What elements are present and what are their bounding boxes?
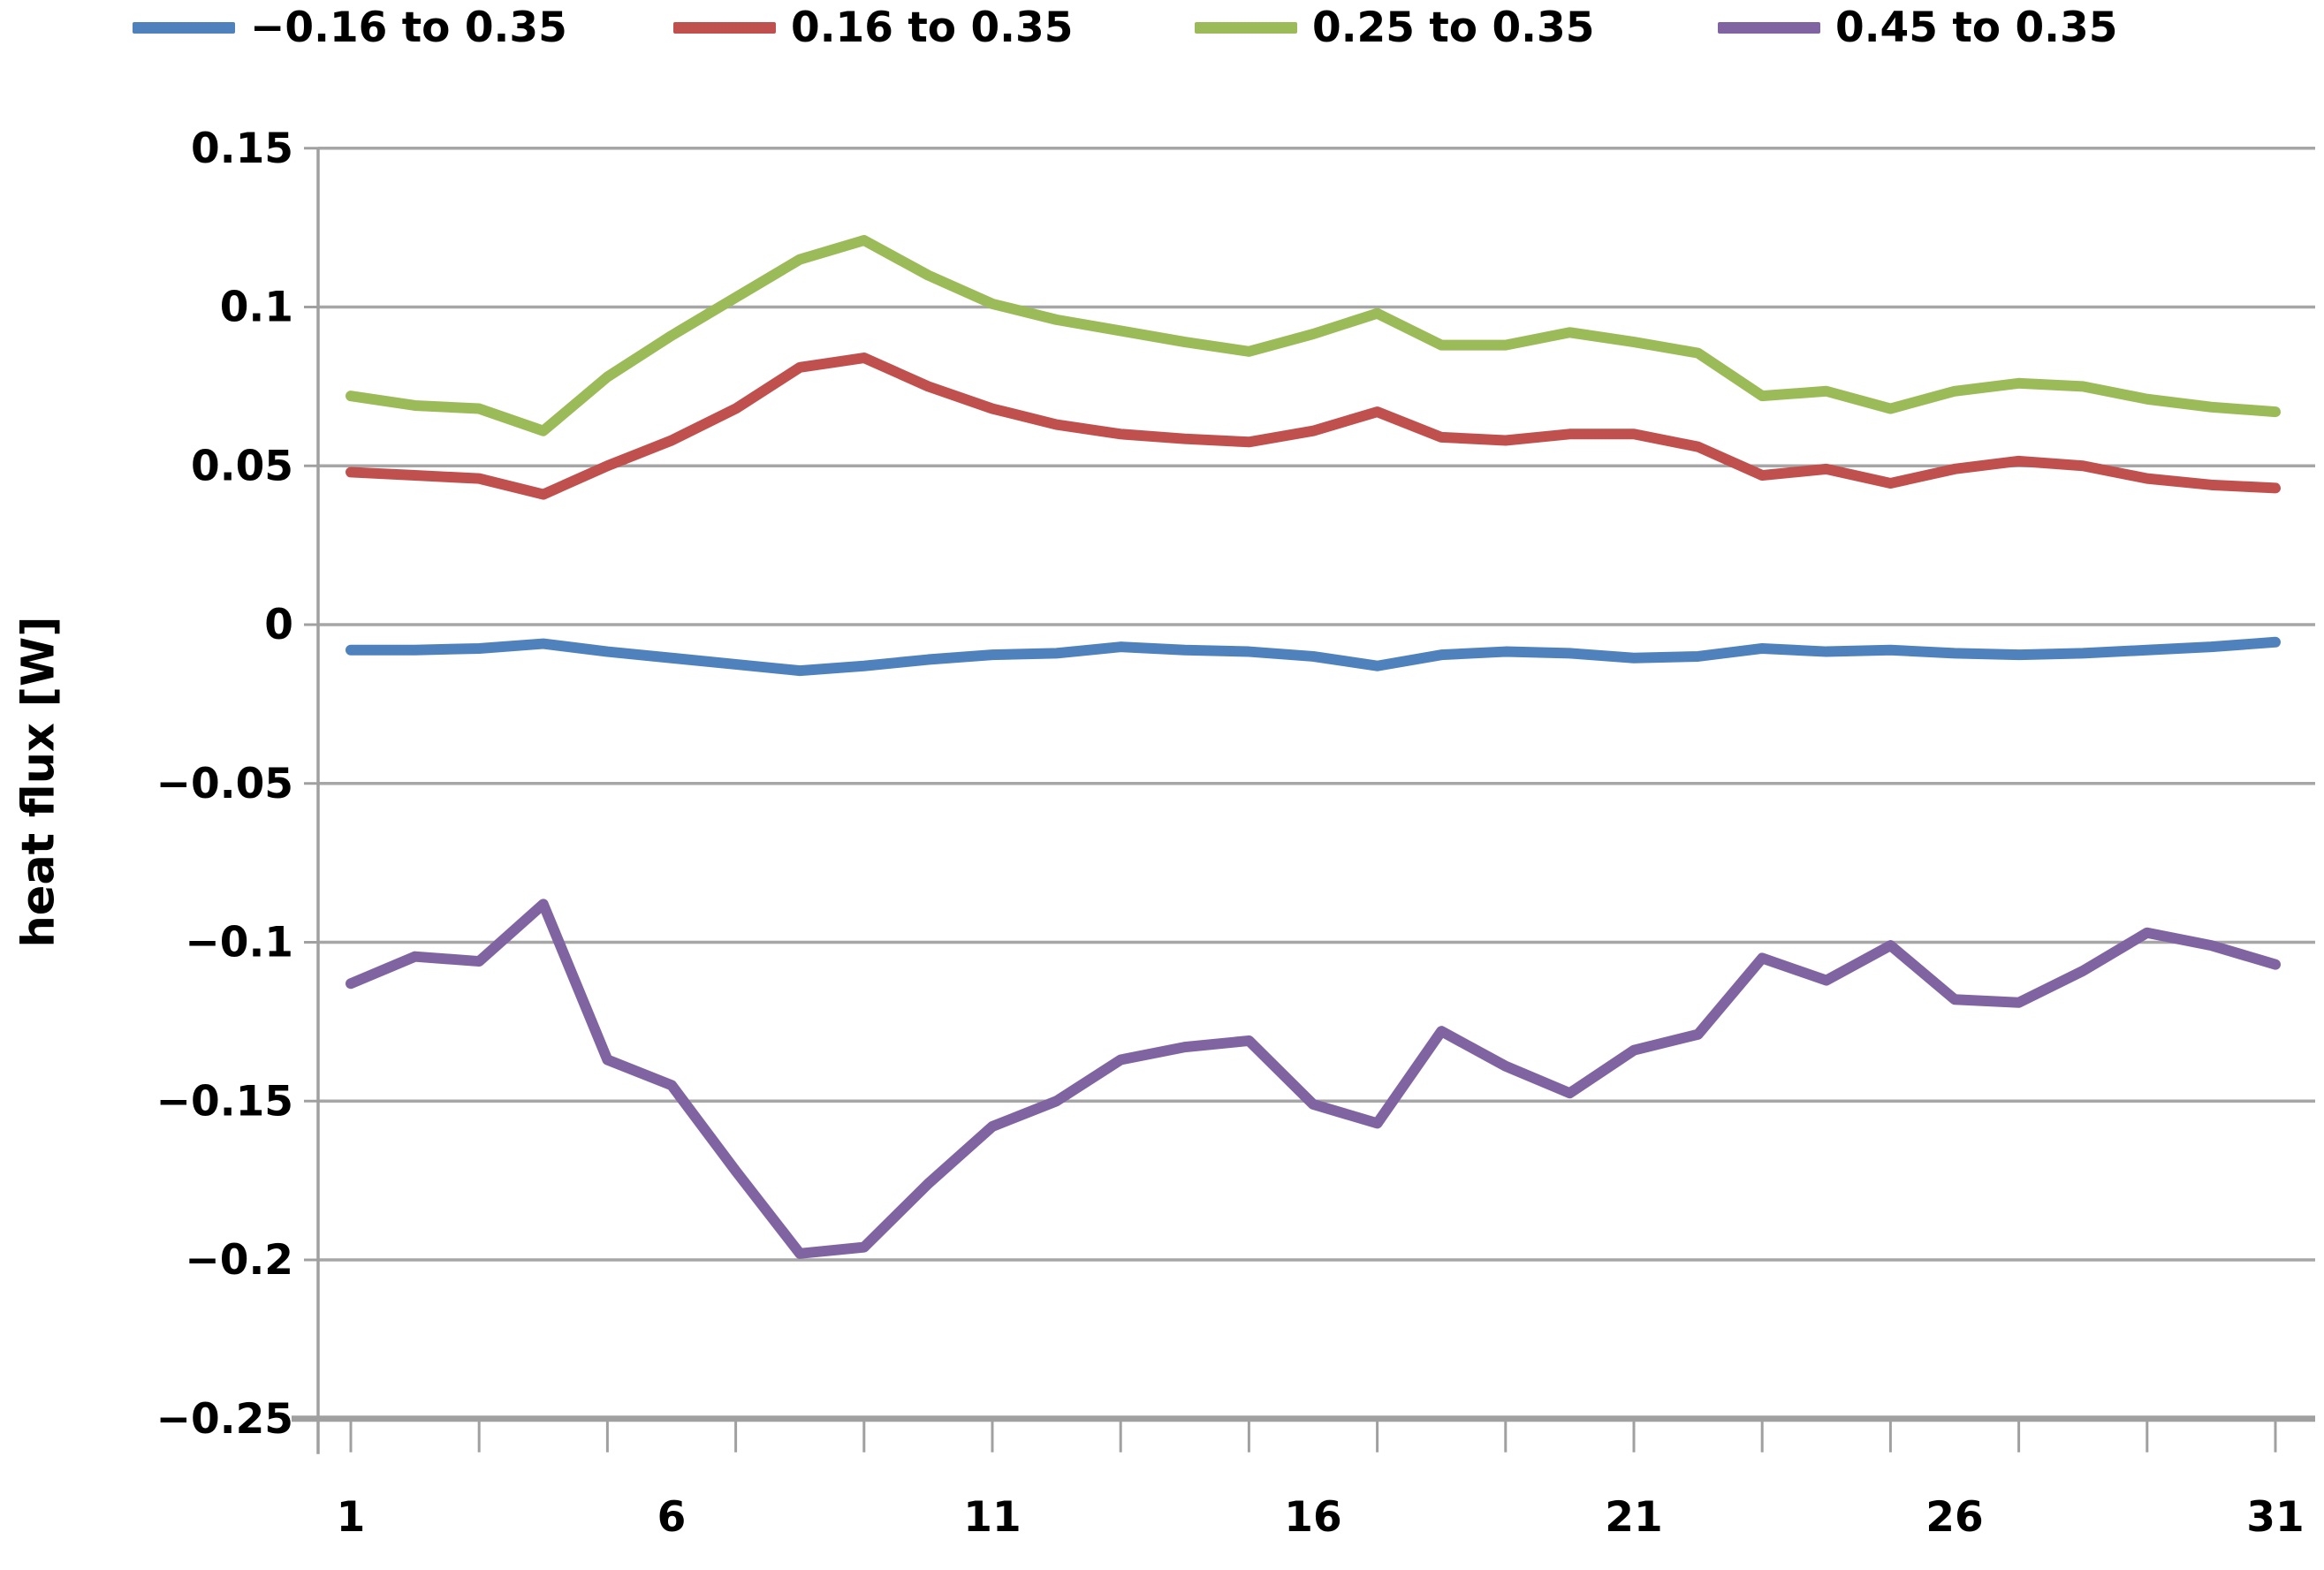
y-tick-label: 0.15 bbox=[191, 125, 293, 173]
y-tick-label: 0.1 bbox=[220, 284, 293, 332]
legend-label: 0.16 to 0.35 bbox=[791, 4, 1074, 52]
x-tick-label: 16 bbox=[1284, 1493, 1341, 1542]
y-tick-label: −0.05 bbox=[156, 760, 293, 808]
legend-item-series-3: 0.45 to 0.35 bbox=[1718, 4, 2117, 52]
y-tick-label: −0.2 bbox=[185, 1236, 293, 1285]
x-tick-label: 21 bbox=[1605, 1493, 1662, 1542]
series-line-2 bbox=[346, 235, 2281, 436]
legend-swatch-blue bbox=[133, 22, 235, 34]
y-tick-label: 0 bbox=[264, 601, 293, 649]
legend-item-series-1: 0.16 to 0.35 bbox=[673, 4, 1073, 52]
x-tick-label: 11 bbox=[963, 1493, 1021, 1542]
series-line-1 bbox=[346, 353, 2281, 500]
y-tick-label: 0.05 bbox=[191, 442, 293, 490]
y-tick-label: −0.15 bbox=[156, 1077, 293, 1126]
legend-item-series-0: −0.16 to 0.35 bbox=[133, 4, 567, 52]
series-line-3 bbox=[346, 899, 2281, 1259]
x-tick-label: 26 bbox=[1925, 1493, 1983, 1542]
legend-swatch-red bbox=[673, 22, 776, 34]
legend-label: 0.45 to 0.35 bbox=[1835, 4, 2118, 52]
x-tick-label: 6 bbox=[657, 1493, 687, 1542]
legend-label: 0.25 to 0.35 bbox=[1312, 4, 1595, 52]
legend-swatch-green bbox=[1195, 22, 1297, 34]
legend-label: −0.16 to 0.35 bbox=[250, 4, 567, 52]
series-line-0 bbox=[346, 636, 2281, 677]
y-tick-label: −0.25 bbox=[156, 1395, 293, 1444]
legend-swatch-purple bbox=[1718, 22, 1820, 34]
legend-item-series-2: 0.25 to 0.35 bbox=[1195, 4, 1594, 52]
x-tick-label: 31 bbox=[2246, 1493, 2304, 1542]
y-tick-label: −0.1 bbox=[185, 919, 293, 967]
x-tick-label: 1 bbox=[337, 1493, 366, 1542]
